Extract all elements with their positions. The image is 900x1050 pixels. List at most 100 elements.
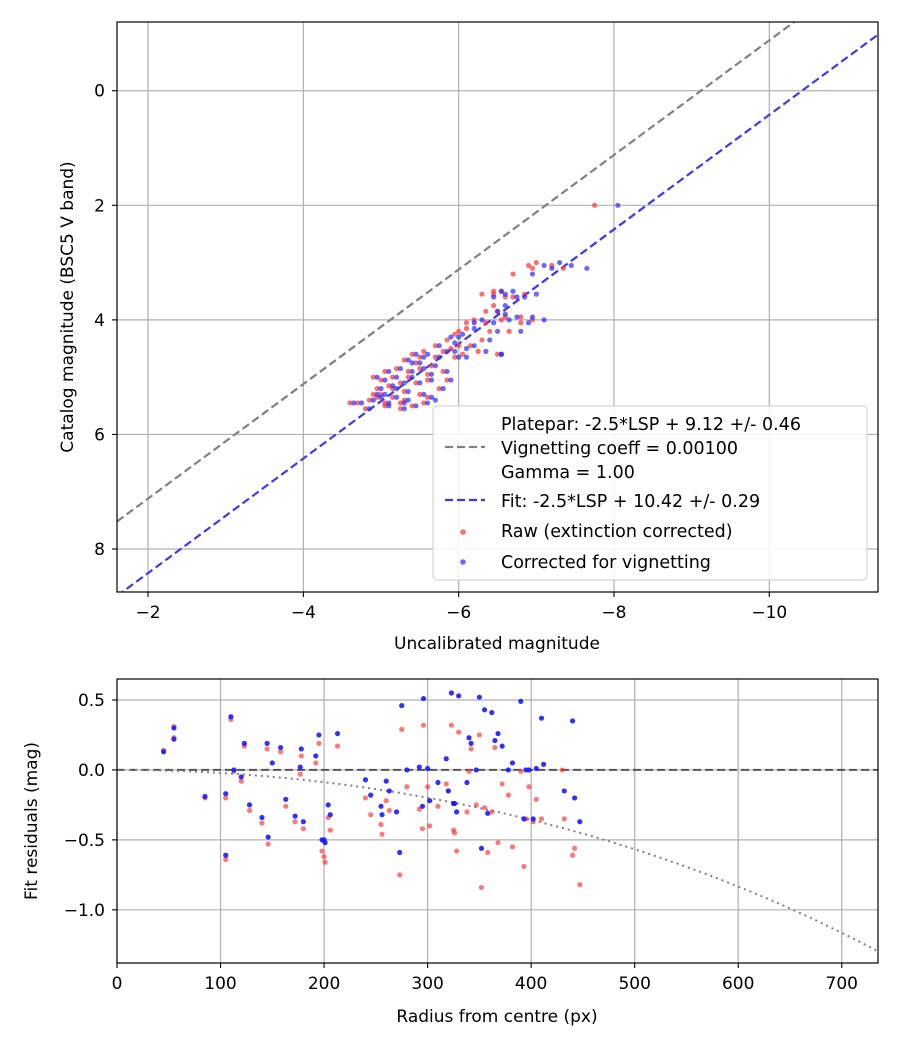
raw-residual-point	[246, 807, 253, 814]
corrected-point	[417, 360, 423, 366]
top-y-tick-label: 8	[94, 540, 105, 560]
legend-fit-label: Fit: -2.5*LSP + 10.42 +/- 0.29	[501, 492, 760, 512]
corrected-residual-point	[476, 694, 482, 700]
raw-point	[591, 202, 598, 208]
raw-point	[518, 314, 524, 320]
raw-point	[409, 351, 415, 357]
top-y-tick-label: 6	[94, 425, 105, 445]
raw-point	[494, 351, 501, 357]
raw-point	[498, 317, 504, 323]
corrected-point	[471, 320, 477, 326]
bottom-x-tick-label: 300	[411, 974, 443, 994]
raw-residual-point	[265, 841, 271, 847]
raw-residual-point	[561, 816, 567, 822]
raw-point	[425, 371, 431, 377]
raw-point	[397, 400, 404, 406]
raw-point	[525, 262, 532, 269]
legend-vignetting-label: Vignetting coeff = 0.00100	[501, 439, 738, 459]
raw-residual-point	[321, 854, 327, 860]
corrected-point	[557, 260, 563, 266]
residuals-plot: 0 100 200 300 400 500 600 700 0.5 0.0 −0.5 −1.0 Rad…	[22, 678, 879, 1027]
corrected-point	[456, 334, 462, 340]
corrected-point	[378, 386, 384, 392]
corrected-point	[409, 368, 415, 375]
raw-residual-point	[448, 722, 455, 728]
corrected-residual-point	[397, 849, 403, 856]
corrected-residual-point	[241, 740, 247, 746]
corrected-residual-point	[481, 707, 488, 713]
corrected-residual-point	[334, 730, 341, 737]
corrected-residual-point	[521, 816, 527, 822]
raw-point	[401, 388, 407, 395]
corrected-point	[359, 400, 365, 406]
bottom-x-tick-label: 600	[722, 974, 754, 994]
corrected-residual-point	[283, 796, 289, 802]
corrected-point	[498, 288, 504, 294]
raw-point	[417, 354, 423, 360]
corrected-residual-point	[425, 765, 431, 772]
raw-residual-point	[572, 845, 578, 851]
raw-point	[405, 374, 411, 380]
raw-residual-point	[397, 872, 403, 878]
corrected-residual-point	[362, 777, 369, 783]
raw-point	[456, 328, 462, 334]
corrected-point	[382, 391, 388, 397]
raw-residual-point	[298, 753, 304, 759]
corrected-point	[494, 328, 501, 334]
corrected-residual-point	[202, 793, 208, 800]
corrected-point	[440, 386, 446, 392]
raw-point	[533, 260, 539, 266]
vignetting-curve	[117, 768, 878, 953]
top-x-axis-label: Uncalibrated magnitude	[394, 634, 600, 654]
raw-residual-point	[481, 805, 488, 811]
raw-point	[355, 400, 361, 406]
corrected-point	[374, 374, 380, 380]
corrected-point	[366, 406, 372, 412]
corrected-point	[401, 406, 407, 412]
raw-residual-point	[427, 823, 433, 829]
top-y-tick-label: 0	[94, 82, 105, 102]
corrected-residual-point	[533, 765, 539, 772]
raw-point	[506, 328, 512, 334]
corrected-point	[459, 331, 466, 337]
raw-point	[456, 343, 462, 349]
raw-point	[452, 331, 458, 337]
raw-point	[362, 406, 369, 412]
top-x-tick-label: −4	[291, 603, 316, 623]
corrected-residual-point	[456, 693, 462, 699]
corrected-point	[393, 386, 400, 392]
legend-raw-label: Raw (extinction corrected)	[501, 522, 733, 542]
raw-point	[417, 391, 423, 397]
raw-point	[347, 400, 353, 406]
raw-point	[467, 343, 473, 349]
corrected-residual-point	[269, 760, 275, 766]
legend-gamma-label: Gamma = 1.00	[501, 463, 635, 483]
corrected-point	[514, 314, 520, 320]
corrected-residual-point	[228, 714, 234, 720]
raw-residual-point	[464, 809, 470, 815]
corrected-residual-point	[526, 767, 532, 773]
raw-point	[397, 380, 404, 386]
raw-point	[560, 265, 567, 271]
bottom-y-tick-label: 0.0	[78, 761, 105, 781]
corrected-residual-point	[297, 764, 303, 770]
raw-residual-point	[473, 802, 479, 808]
corrected-point	[502, 311, 508, 317]
corrected-point	[409, 374, 415, 380]
corrected-point	[529, 314, 536, 320]
corrected-residual-point	[518, 698, 524, 704]
raw-point	[518, 320, 524, 326]
raw-residual-point	[420, 722, 427, 728]
corrected-residual-point	[505, 767, 511, 773]
raw-point	[452, 354, 458, 360]
raw-residual-point	[300, 826, 306, 832]
corrected-residual-point	[231, 767, 237, 773]
raw-point	[413, 380, 419, 386]
raw-residual-point	[569, 852, 576, 858]
raw-point	[448, 345, 454, 352]
raw-point	[425, 394, 431, 400]
corrected-residual-point	[468, 740, 474, 746]
raw-point	[432, 343, 438, 349]
bottom-x-tick-label: 100	[204, 974, 236, 994]
raw-point	[382, 368, 388, 375]
